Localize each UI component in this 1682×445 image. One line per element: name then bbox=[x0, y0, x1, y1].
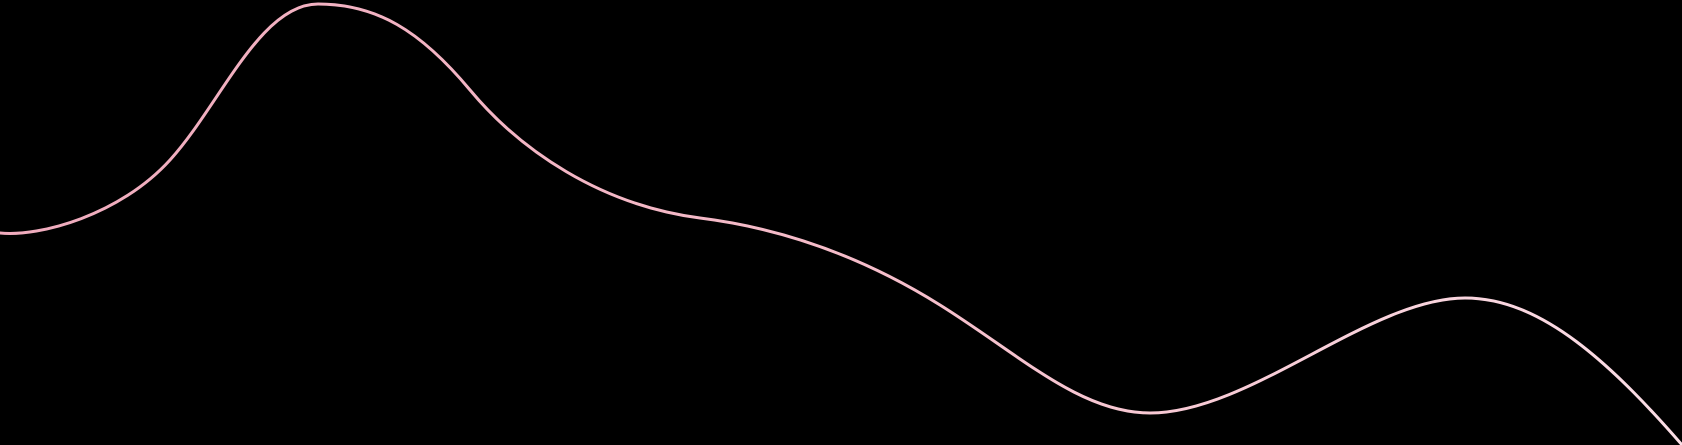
wave-line-path bbox=[0, 2, 1682, 445]
wave-canvas bbox=[0, 2, 1682, 445]
decorative-wave-svg bbox=[0, 2, 1682, 445]
